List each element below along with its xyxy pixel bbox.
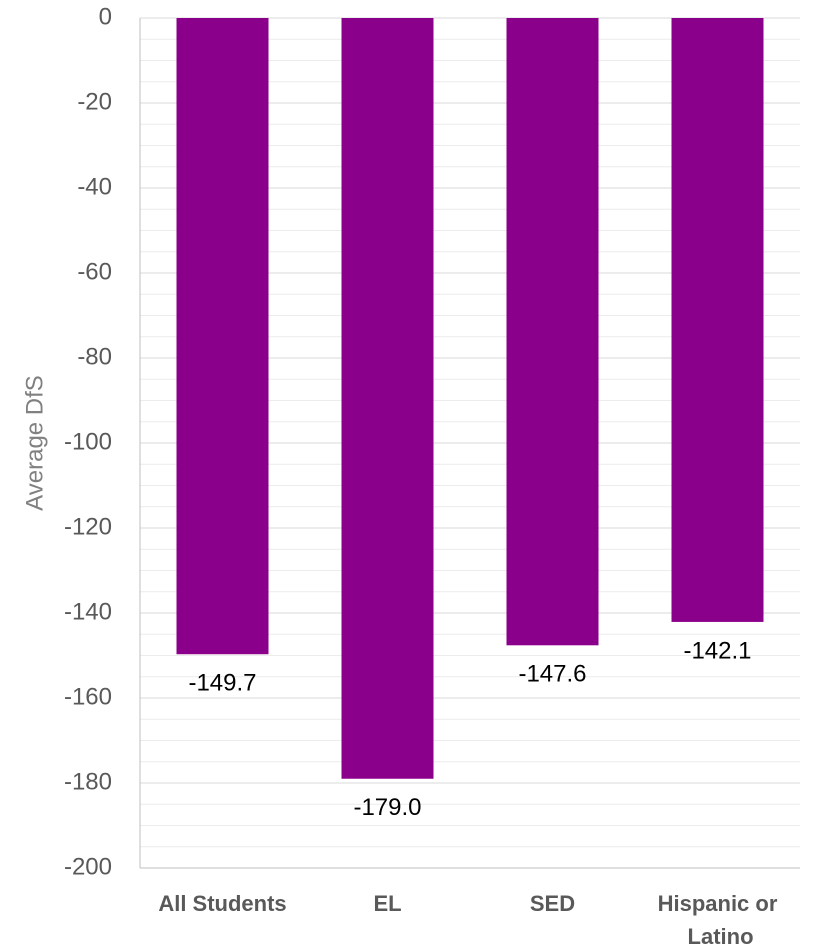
data-label: -147.6: [518, 661, 586, 688]
data-label: -142.1: [683, 637, 751, 664]
y-tick-label: -200: [64, 853, 112, 880]
bar: [176, 18, 269, 655]
y-tick-label: -180: [64, 768, 112, 795]
y-tick-label: -20: [77, 88, 112, 115]
y-tick-label: -100: [64, 428, 112, 455]
data-label: -179.0: [353, 794, 421, 821]
y-tick-label: -80: [77, 343, 112, 370]
y-tick-label: 0: [99, 3, 112, 30]
y-tick-label: -60: [77, 258, 112, 285]
x-tick-label: Hispanic or Latino: [658, 891, 778, 949]
bar: [671, 18, 764, 622]
y-tick-label: -160: [64, 683, 112, 710]
y-tick-label: -120: [64, 513, 112, 540]
x-tick-label: EL: [373, 891, 401, 916]
x-tick-label: All Students: [158, 891, 286, 916]
bar: [506, 18, 599, 646]
y-tick-label: -140: [64, 598, 112, 625]
data-label: -149.7: [188, 670, 256, 697]
y-tick-label: -40: [77, 173, 112, 200]
x-tick-label: SED: [530, 891, 575, 916]
bar: [341, 18, 434, 779]
y-axis-label: Average DfS: [21, 375, 48, 511]
